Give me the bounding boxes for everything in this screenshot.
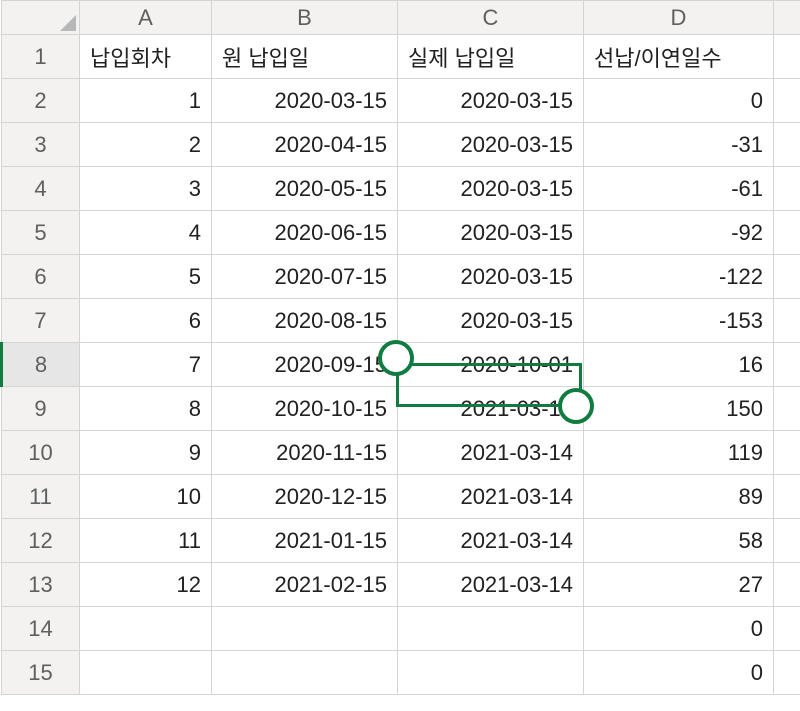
cell[interactable]: 2021-03-14 xyxy=(398,387,584,431)
cell[interactable] xyxy=(398,651,584,695)
cell[interactable]: 2020-11-15 xyxy=(212,431,398,475)
row-header[interactable]: 7 xyxy=(2,299,80,343)
cell[interactable]: 1 xyxy=(80,79,212,123)
cell[interactable]: 9 xyxy=(80,431,212,475)
cell[interactable] xyxy=(774,123,800,167)
cell[interactable] xyxy=(774,607,800,651)
cell[interactable] xyxy=(212,651,398,695)
cell[interactable]: 2020-03-15 xyxy=(398,123,584,167)
cell[interactable] xyxy=(398,607,584,651)
column-header-C[interactable]: C xyxy=(398,1,584,35)
row-header[interactable]: 14 xyxy=(2,607,80,651)
row-header[interactable]: 8 xyxy=(2,343,80,387)
cell[interactable] xyxy=(774,299,800,343)
cell[interactable]: 2020-03-15 xyxy=(212,79,398,123)
row-header[interactable]: 6 xyxy=(2,255,80,299)
cell[interactable]: 8 xyxy=(80,387,212,431)
cell[interactable] xyxy=(774,255,800,299)
cell[interactable]: 2020-05-15 xyxy=(212,167,398,211)
cell[interactable] xyxy=(774,387,800,431)
cell[interactable]: 27 xyxy=(584,563,774,607)
column-header-E[interactable] xyxy=(774,1,800,35)
cell[interactable]: 0 xyxy=(584,651,774,695)
cell[interactable] xyxy=(774,211,800,255)
cell[interactable]: 119 xyxy=(584,431,774,475)
cell[interactable]: 2020-12-15 xyxy=(212,475,398,519)
cell[interactable]: -31 xyxy=(584,123,774,167)
cell[interactable] xyxy=(774,519,800,563)
cell[interactable]: 0 xyxy=(584,79,774,123)
cell[interactable]: 2 xyxy=(80,123,212,167)
cell[interactable]: 5 xyxy=(80,255,212,299)
row-header[interactable]: 2 xyxy=(2,79,80,123)
cell[interactable]: 2020-03-15 xyxy=(398,79,584,123)
row-header[interactable]: 15 xyxy=(2,651,80,695)
cell[interactable]: 0 xyxy=(584,607,774,651)
cell[interactable] xyxy=(774,79,800,123)
cell[interactable]: 89 xyxy=(584,475,774,519)
row-header[interactable]: 9 xyxy=(2,387,80,431)
cell[interactable]: 6 xyxy=(80,299,212,343)
cell[interactable] xyxy=(774,431,800,475)
column-header-D[interactable]: D xyxy=(584,1,774,35)
row-header[interactable]: 3 xyxy=(2,123,80,167)
spreadsheet-grid[interactable]: A B C D 1 납입회차 원 납입일 실제 납입일 선납/이연일수 2 1 … xyxy=(0,0,800,695)
cell[interactable]: 3 xyxy=(80,167,212,211)
cell[interactable] xyxy=(80,607,212,651)
cell[interactable] xyxy=(80,651,212,695)
row-header[interactable]: 4 xyxy=(2,167,80,211)
cell[interactable]: 2020-10-15 xyxy=(212,387,398,431)
cell[interactable]: 2021-03-14 xyxy=(398,431,584,475)
cell[interactable] xyxy=(774,167,800,211)
cell[interactable]: 2020-03-15 xyxy=(398,167,584,211)
cell[interactable]: 7 xyxy=(80,343,212,387)
cell[interactable]: 11 xyxy=(80,519,212,563)
cell[interactable]: 2021-03-14 xyxy=(398,475,584,519)
cell[interactable]: 2020-04-15 xyxy=(212,123,398,167)
cell[interactable]: 2020-03-15 xyxy=(398,255,584,299)
cell[interactable]: 2020-03-15 xyxy=(398,211,584,255)
selected-cell[interactable]: 2020-10-01 xyxy=(398,343,584,387)
select-all-corner[interactable] xyxy=(2,1,80,35)
cell[interactable]: 10 xyxy=(80,475,212,519)
cell[interactable]: 2021-02-15 xyxy=(212,563,398,607)
cell[interactable]: -153 xyxy=(584,299,774,343)
cell[interactable]: 150 xyxy=(584,387,774,431)
cell[interactable]: 선납/이연일수 xyxy=(584,35,774,79)
row-header[interactable]: 12 xyxy=(2,519,80,563)
cell[interactable] xyxy=(774,475,800,519)
row-header[interactable]: 5 xyxy=(2,211,80,255)
row-header[interactable]: 13 xyxy=(2,563,80,607)
cell[interactable]: 4 xyxy=(80,211,212,255)
cell[interactable] xyxy=(774,651,800,695)
cell[interactable]: 2020-09-15 xyxy=(212,343,398,387)
cell[interactable]: 16 xyxy=(584,343,774,387)
cell[interactable] xyxy=(212,607,398,651)
row-header[interactable]: 1 xyxy=(2,35,80,79)
cell[interactable]: -122 xyxy=(584,255,774,299)
cell[interactable]: -61 xyxy=(584,167,774,211)
cell[interactable] xyxy=(774,35,800,79)
cell[interactable] xyxy=(774,343,800,387)
row-header[interactable]: 11 xyxy=(2,475,80,519)
cell[interactable]: 2020-07-15 xyxy=(212,255,398,299)
cell[interactable]: 원 납입일 xyxy=(212,35,398,79)
column-header-A[interactable]: A xyxy=(80,1,212,35)
select-all-triangle-icon xyxy=(60,15,76,31)
row-header[interactable]: 10 xyxy=(2,431,80,475)
cell[interactable]: 2020-06-15 xyxy=(212,211,398,255)
cell[interactable]: 납입회차 xyxy=(80,35,212,79)
cell[interactable]: 58 xyxy=(584,519,774,563)
cell[interactable]: 2020-08-15 xyxy=(212,299,398,343)
cell[interactable]: 2021-01-15 xyxy=(212,519,398,563)
cell[interactable]: 12 xyxy=(80,563,212,607)
cell[interactable]: 2021-03-14 xyxy=(398,563,584,607)
column-header-B[interactable]: B xyxy=(212,1,398,35)
cell[interactable]: 2020-03-15 xyxy=(398,299,584,343)
cell[interactable]: -92 xyxy=(584,211,774,255)
cell[interactable] xyxy=(774,563,800,607)
cell[interactable]: 실제 납입일 xyxy=(398,35,584,79)
cell[interactable]: 2021-03-14 xyxy=(398,519,584,563)
